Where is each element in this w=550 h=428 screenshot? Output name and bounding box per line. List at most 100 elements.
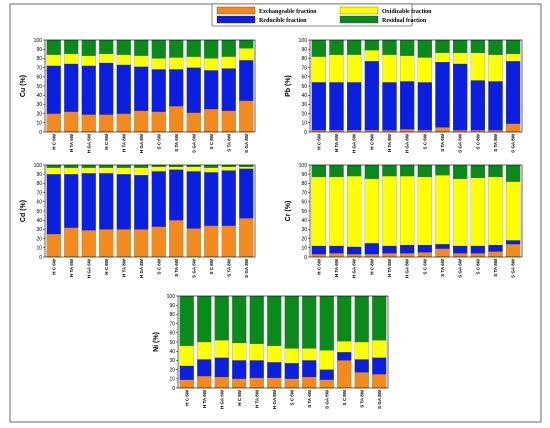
y-tick-label: 70 bbox=[169, 321, 175, 327]
category-label: S C 6W bbox=[422, 258, 427, 274]
bar-segment-oxidizable-fraction bbox=[169, 57, 184, 70]
category-label: H TA 8W bbox=[254, 389, 259, 408]
bar-segment-exchangeable-fraction bbox=[239, 100, 254, 133]
bar-segment-exchangeable-fraction bbox=[151, 111, 166, 133]
bar-segment-reducible-fraction bbox=[382, 82, 397, 131]
bar-segment-exchangeable-fraction bbox=[329, 253, 344, 258]
bar-segment-residual-fraction bbox=[354, 295, 369, 343]
y-tick-label: 70 bbox=[36, 190, 42, 196]
bar-segment-residual-fraction bbox=[382, 164, 397, 177]
category-label: H TA 6W bbox=[69, 133, 74, 152]
bar-segment-reducible-fraction bbox=[319, 369, 334, 380]
bar-segment-reducible-fraction bbox=[169, 169, 184, 221]
bar-h-ta-8w bbox=[382, 39, 397, 133]
bar-h-c-6w bbox=[311, 39, 326, 133]
bar-segment-residual-fraction bbox=[197, 295, 212, 343]
y-tick-label: 90 bbox=[169, 303, 175, 309]
panel-cd: H C 6W H TA 6W H GA 6W H C 8W H TA 8W H GA 8W… bbox=[20, 163, 256, 278]
bar-segment-oxidizable-fraction bbox=[435, 52, 450, 63]
bar-segment-oxidizable-fraction bbox=[417, 176, 432, 246]
bar-segment-exchangeable-fraction bbox=[435, 127, 450, 133]
bar-segment-residual-fraction bbox=[417, 39, 432, 58]
y-tick-label: 70 bbox=[36, 65, 42, 71]
bar-segment-oxidizable-fraction bbox=[186, 166, 201, 172]
y-tick-label: 100 bbox=[34, 163, 43, 169]
y-tick-label: 40 bbox=[36, 218, 42, 224]
bar-segment-reducible-fraction bbox=[169, 69, 184, 107]
category-label: S C 6W bbox=[289, 389, 294, 405]
panel-cu: H C 6W H TA 6W H GA 6W H C 8W H TA 8W H GA 8W… bbox=[20, 38, 256, 153]
bar-segment-oxidizable-fraction bbox=[214, 340, 229, 358]
bar-segment-exchangeable-fraction bbox=[204, 108, 219, 133]
y-tick-label: 70 bbox=[301, 65, 307, 71]
bar-h-c-6w bbox=[179, 295, 194, 389]
bar-segment-oxidizable-fraction bbox=[311, 176, 326, 247]
bar-s-ga-8w bbox=[372, 295, 387, 389]
bar-segment-oxidizable-fraction bbox=[319, 350, 334, 370]
bar-s-ga-8w bbox=[506, 39, 521, 133]
bar-h-ta-6w bbox=[197, 295, 212, 389]
bar-segment-reducible-fraction bbox=[99, 62, 114, 115]
bar-segment-reducible-fraction bbox=[267, 362, 282, 378]
bar-h-ta-6w bbox=[329, 39, 344, 133]
bar-segment-reducible-fraction bbox=[249, 360, 264, 378]
bar-segment-reducible-fraction bbox=[284, 363, 299, 379]
y-tick-label: 0 bbox=[39, 255, 42, 261]
bar-segment-exchangeable-fraction bbox=[400, 129, 415, 133]
bar-segment-exchangeable-fraction bbox=[197, 375, 212, 389]
y-tick-label: 60 bbox=[301, 75, 307, 81]
bar-h-ga-8w bbox=[134, 39, 149, 133]
category-label: S C 8W bbox=[209, 133, 214, 149]
bar-segment-residual-fraction bbox=[337, 295, 352, 342]
bar-segment-residual-fraction bbox=[99, 164, 114, 168]
bar-h-ga-6w bbox=[347, 39, 362, 133]
y-tick-label: 0 bbox=[39, 130, 42, 136]
bar-segment-exchangeable-fraction bbox=[382, 253, 397, 258]
bar-s-c-6w bbox=[151, 164, 166, 258]
bar-segment-oxidizable-fraction bbox=[506, 181, 521, 241]
bar-segment-residual-fraction bbox=[329, 164, 344, 178]
bar-segment-reducible-fraction bbox=[435, 244, 450, 249]
bar-segment-exchangeable-fraction bbox=[221, 225, 236, 258]
y-tick-label: 80 bbox=[301, 56, 307, 62]
bar-segment-oxidizable-fraction bbox=[221, 166, 236, 171]
bar-segment-oxidizable-fraction bbox=[151, 58, 166, 70]
bar-segment-oxidizable-fraction bbox=[239, 166, 254, 169]
bar-segment-reducible-fraction bbox=[417, 244, 432, 253]
bar-s-ga-6w bbox=[186, 39, 201, 133]
bar-segment-reducible-fraction bbox=[64, 174, 79, 228]
bar-segment-reducible-fraction bbox=[337, 352, 352, 361]
category-label: H C 8W bbox=[104, 133, 109, 150]
category-label: H GA 6W bbox=[352, 258, 357, 278]
legend: Exchangeable fraction Oxidizable fraction… bbox=[211, 3, 432, 27]
bar-segment-reducible-fraction bbox=[151, 69, 166, 112]
bar-s-c-8w bbox=[204, 39, 219, 133]
legend-swatch bbox=[216, 6, 256, 15]
category-label: H TA 8W bbox=[121, 258, 126, 277]
bar-segment-oxidizable-fraction bbox=[221, 56, 236, 69]
category-label: S GA 6W bbox=[458, 258, 463, 278]
panels: H C 6W H TA 6W H GA 6W H C 8W H TA 8W H GA 8W… bbox=[20, 38, 523, 409]
bar-segment-oxidizable-fraction bbox=[46, 54, 61, 66]
bar-s-ta-6w bbox=[435, 39, 450, 133]
bar-s-ga-6w bbox=[319, 295, 334, 389]
bar-segment-residual-fraction bbox=[81, 39, 96, 56]
category-label: H GA 6W bbox=[219, 389, 224, 409]
bar-segment-oxidizable-fraction bbox=[417, 57, 432, 83]
bar-segment-reducible-fraction bbox=[470, 80, 485, 131]
bar-segment-residual-fraction bbox=[435, 39, 450, 53]
bar-segment-exchangeable-fraction bbox=[204, 225, 219, 258]
category-label: H C 8W bbox=[369, 258, 374, 275]
category-label: S TA 8W bbox=[359, 389, 364, 408]
bar-segment-reducible-fraction bbox=[81, 173, 96, 231]
bar-s-ga-6w bbox=[453, 164, 468, 258]
y-tick-label: 10 bbox=[36, 246, 42, 252]
category-label: H C 6W bbox=[184, 389, 189, 406]
bar-segment-reducible-fraction bbox=[186, 67, 201, 113]
bar-segment-exchangeable-fraction bbox=[81, 114, 96, 133]
bar-segment-reducible-fraction bbox=[400, 81, 415, 130]
bar-h-c-8w bbox=[364, 164, 379, 258]
bar-segment-exchangeable-fraction bbox=[364, 254, 379, 258]
bar-segment-exchangeable-fraction bbox=[400, 253, 415, 258]
